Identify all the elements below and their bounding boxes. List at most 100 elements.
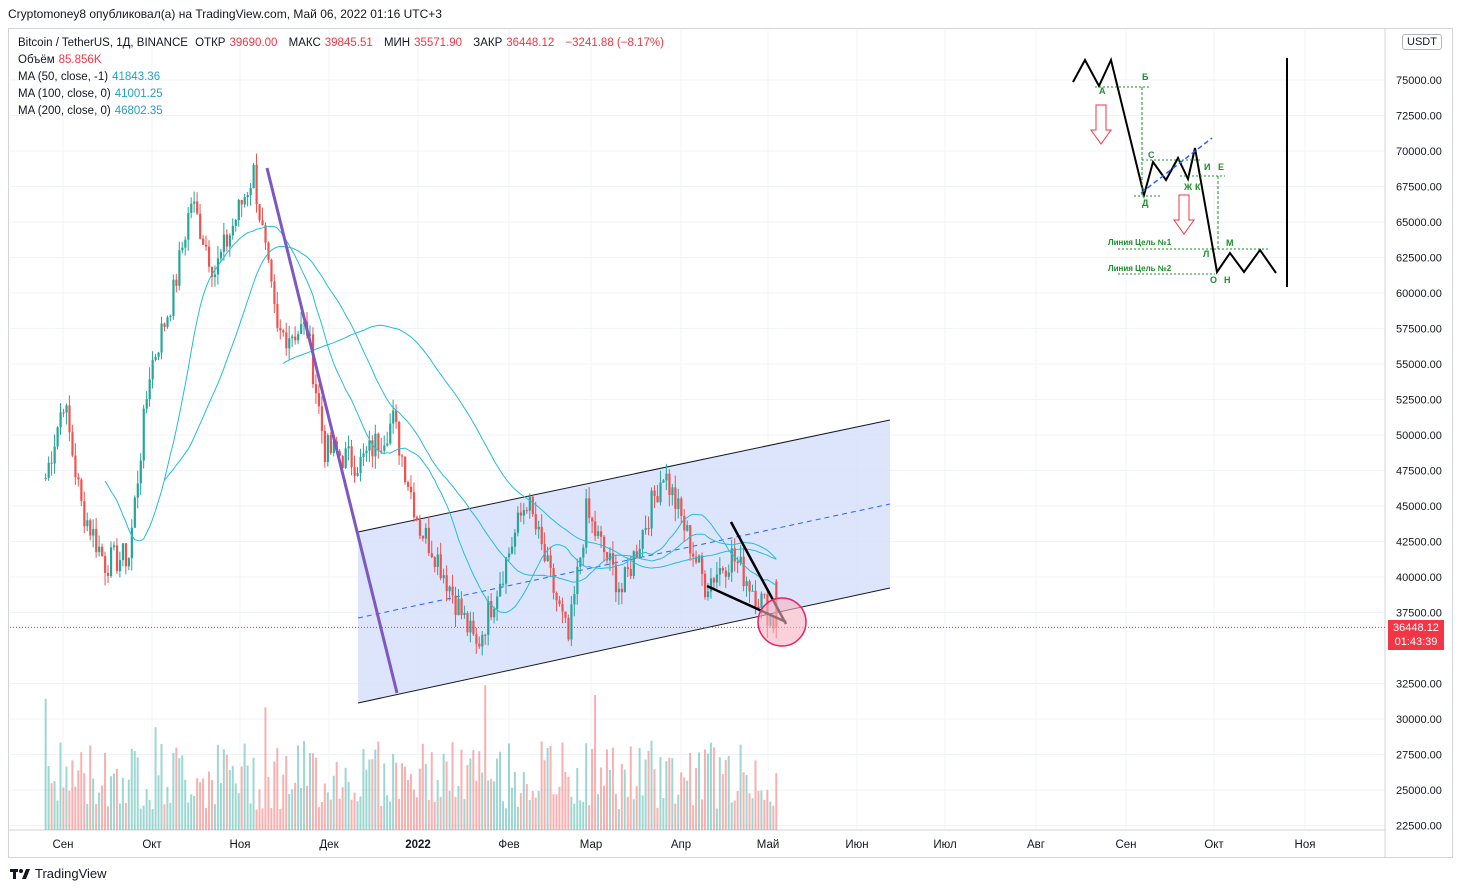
volume-bar: [86, 803, 89, 830]
volume-bar: [769, 801, 772, 830]
volume-bar: [246, 765, 249, 830]
volume-bar: [276, 748, 279, 830]
volume-bar: [65, 766, 68, 830]
volume-bar: [647, 750, 650, 830]
volume-bar: [314, 757, 317, 830]
candle-body: [460, 598, 463, 616]
volume-bar: [59, 742, 62, 830]
y-tick-label: 62500.00: [1396, 253, 1442, 265]
volume-bar: [430, 752, 433, 830]
candle-body: [525, 510, 528, 512]
volume-bar: [472, 750, 475, 830]
volume-bar: [178, 758, 181, 830]
volume-bar: [151, 809, 154, 830]
volume-value: 85.856K: [58, 54, 102, 66]
candle-body: [291, 336, 294, 339]
candle-body: [745, 581, 748, 587]
candle-body: [53, 446, 56, 464]
candle-body: [733, 548, 736, 562]
ma100-row[interactable]: MA (100, close, 0) 41001.25: [18, 88, 163, 100]
volume-bar: [240, 766, 243, 830]
candle-body: [466, 612, 469, 633]
candle-body: [493, 608, 496, 618]
volume-bar: [760, 790, 763, 830]
candle-body: [742, 556, 745, 587]
candle-body: [127, 558, 130, 567]
candle-body: [603, 536, 606, 553]
tradingview-footer[interactable]: TradingView: [10, 866, 107, 881]
candle-body: [154, 356, 157, 360]
volume-bar: [721, 774, 724, 830]
candle-body: [406, 482, 410, 487]
ma200-row[interactable]: MA (200, close, 0) 46802.35: [18, 105, 163, 117]
volume-bar: [695, 768, 698, 830]
volume-bar: [406, 779, 409, 830]
volume-bar: [166, 786, 169, 830]
candle-body: [674, 487, 677, 510]
volume-row[interactable]: Объём 85.856K: [18, 54, 102, 66]
volume-bar: [442, 753, 445, 830]
candle-body: [644, 528, 647, 530]
candle-body: [579, 557, 582, 567]
candle-body: [647, 528, 650, 530]
volume-bar: [377, 741, 380, 830]
candle-body: [611, 553, 615, 565]
volume-bar: [757, 790, 760, 830]
volume-bar: [118, 803, 121, 830]
volume-bar: [216, 744, 219, 830]
y-tick-label: 72500.00: [1396, 111, 1442, 123]
symbol-label[interactable]: Bitcoin / TetherUS, 1Д, BINANCE: [18, 37, 188, 49]
x-tick-label: Ноя: [1295, 839, 1316, 851]
volume-bar: [130, 748, 133, 830]
volume-bar: [300, 787, 303, 830]
candle-body: [279, 327, 282, 331]
candle-body: [404, 456, 407, 483]
candle-body: [139, 460, 142, 484]
currency-button[interactable]: USDT: [1402, 34, 1442, 50]
volume-bar: [766, 790, 769, 830]
volume-bar: [359, 796, 362, 830]
volume-bar: [775, 773, 778, 830]
candle-body: [683, 516, 686, 531]
candle-body: [736, 561, 739, 564]
volume-bar: [89, 745, 92, 830]
candle-body: [115, 545, 119, 572]
volume-bar: [306, 785, 308, 830]
candle-body: [166, 317, 169, 327]
volume-bar: [448, 790, 451, 830]
volume-bar: [564, 772, 567, 830]
volume-bar: [594, 694, 597, 830]
ma50-row[interactable]: MA (50, close, -1) 41843.36: [18, 71, 161, 83]
y-tick-label: 45000.00: [1396, 501, 1442, 513]
volume-bar: [484, 685, 487, 830]
candle-body: [623, 567, 626, 593]
x-tick-label: Июл: [933, 839, 956, 851]
y-tick-label: 65000.00: [1396, 217, 1442, 229]
volume-bar: [243, 743, 246, 830]
candle-body: [255, 164, 258, 205]
candle-body: [724, 570, 727, 577]
candle-body: [665, 473, 668, 481]
volume-bar: [537, 790, 540, 830]
volume-bar: [689, 753, 692, 830]
candle-body: [507, 553, 511, 558]
candle-body: [626, 567, 629, 569]
volume-bar: [582, 801, 585, 830]
candle-body: [712, 578, 716, 583]
candle-body: [44, 477, 47, 479]
candle-body: [709, 578, 713, 592]
ohlc-row: Bitcoin / TetherUS, 1Д, BINANCE ОТКР 3969…: [18, 35, 668, 52]
candle-body: [130, 527, 133, 559]
candle-body: [107, 572, 110, 576]
candle-body: [83, 501, 86, 527]
volume-bar: [427, 799, 430, 830]
chart-frame[interactable]: [8, 28, 1453, 858]
volume-bar: [98, 792, 101, 830]
volume-bar: [751, 798, 754, 830]
candle-body: [50, 462, 53, 464]
scheme-point-label: Д: [1142, 198, 1149, 208]
volume-bar: [228, 769, 231, 830]
volume-bar: [543, 760, 546, 830]
volume-bar: [249, 803, 252, 830]
